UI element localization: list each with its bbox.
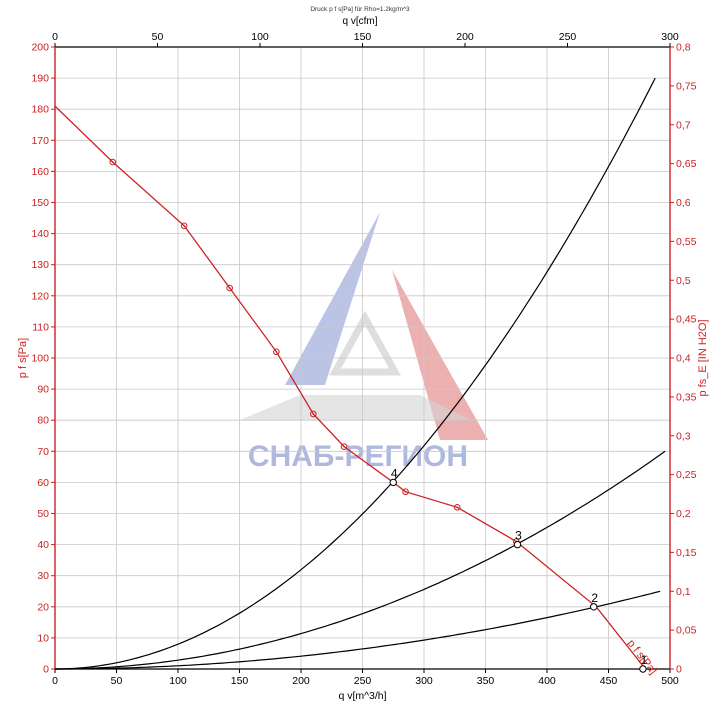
curves [54,77,666,673]
fan-curve-marker-dot [312,413,315,415]
fan-curve-marker-dot [183,224,186,227]
y2-axis-label: p fs_E [IN H2O] [697,319,709,396]
y-tick-label: 100 [31,353,49,365]
y2-tick-label: 0 [676,664,682,676]
y2-tick-label: 0,65 [676,158,697,170]
y-tick-label: 20 [37,601,49,613]
y-tick-label: 70 [37,446,49,458]
y-tick-label: 50 [37,508,49,520]
fan-curve-marker [402,488,409,496]
y2-tick-label: 0,55 [676,236,697,248]
fan-curve-marker [340,443,348,450]
fan-curve-marker-dot [456,506,459,509]
watermark-inner-triangle [329,310,401,376]
y-axis-label: p f s[Pa] [17,338,29,378]
fan-curve [54,105,646,670]
y2-tick-label: 0,45 [676,314,697,326]
x-tick-label: 200 [292,675,310,687]
operating-point-1 [639,665,647,673]
y-tick-label: 60 [37,477,49,489]
fan-curve-marker-dot [343,445,345,448]
fan-curve-marker-dot [111,161,114,163]
y2-tick-label: 0,1 [676,586,691,598]
x-tick-label: 150 [231,675,249,687]
y-tick-label: 10 [37,632,49,644]
x2-tick-label: 0 [52,31,58,43]
x-tick-label: 0 [52,675,58,687]
operating-point-3 [513,540,522,549]
x2-tick-label: 250 [559,31,577,43]
operating-point-label-2: 2 [591,591,598,605]
operating-point-label-4: 4 [391,466,398,480]
axes [51,43,674,673]
x-tick-label: 350 [477,675,495,687]
x-tick-label: 250 [354,675,372,687]
fan-curve-marker [180,222,188,230]
y2-tick-label: 0,35 [676,391,697,403]
x-tick-label: 450 [600,675,618,687]
x-tick-label: 100 [169,675,187,687]
operating-point-label-1: 1 [641,653,648,667]
fan-curve-marker [273,348,280,356]
watermark-logo: СНАБ-РЕГИОН [240,212,488,473]
x-tick-label: 50 [111,675,123,687]
fan-curve-marker [310,410,317,418]
y-tick-label: 170 [31,135,49,147]
y-tick-label: 200 [31,42,49,54]
operating-point-2 [590,603,598,611]
y-tick-label: 110 [32,321,49,333]
y2-tick-label: 0,25 [676,469,697,481]
y-tick-label: 180 [31,104,49,116]
y-tick-label: 90 [37,384,49,396]
operating-point-4 [389,478,397,487]
fan-curve-marker-dot [228,287,231,289]
fan-curve-marker-dot [404,490,407,493]
y-tick-label: 30 [37,570,49,582]
y-tick-label: 150 [31,197,49,209]
grid [54,46,671,670]
y-tick-label: 160 [31,166,49,178]
system-curve-3 [55,77,656,670]
y-tick-label: 190 [31,73,49,85]
watermark-blue-triangle [285,212,380,385]
y2-tick-label: 0,7 [676,119,691,131]
x2-tick-label: 150 [354,31,372,43]
x-tick-label: 300 [415,675,433,687]
fan-curve-marker [453,503,461,511]
y-tick-label: 0 [43,664,49,676]
x2-axis-label: q v[cfm] [342,16,377,27]
y2-tick-label: 0,75 [676,80,697,92]
y2-tick-label: 0,5 [676,275,691,287]
y-tick-label: 80 [37,415,49,427]
operating-point-label-3: 3 [515,529,522,543]
y2-tick-label: 0,3 [676,430,691,442]
watermark-red-triangle [392,270,488,440]
x-axis-label: q v[m^3/h] [338,690,386,702]
fan-curve-marker [109,158,117,166]
y2-tick-label: 0,15 [676,547,697,559]
x2-tick-label: 100 [251,31,269,43]
y-tick-label: 130 [31,259,49,271]
system-curve-1 [55,590,661,670]
x-tick-label: 400 [538,675,556,687]
y2-tick-label: 0,2 [676,508,691,520]
x-tick-label: 500 [661,675,679,687]
y2-tick-label: 0,8 [676,42,691,54]
x2-tick-label: 50 [152,31,164,43]
y-tick-label: 140 [31,228,49,240]
y-tick-label: 40 [37,539,49,551]
fan-curve-marker-dot [275,350,278,353]
chart-title: Druck p f s[Pa] für Rho=1.2kg/m^3 [310,6,410,13]
system-curve-2 [55,450,666,670]
x2-tick-label: 200 [456,31,474,43]
watermark-gray-triangle [240,395,470,420]
y-tick-label: 120 [31,290,49,302]
y2-tick-label: 0,6 [676,197,691,209]
fan-curve-marker [226,284,233,292]
x2-tick-label: 300 [661,31,679,43]
y2-tick-label: 0,4 [676,353,691,365]
y2-tick-label: 0,05 [676,625,697,637]
